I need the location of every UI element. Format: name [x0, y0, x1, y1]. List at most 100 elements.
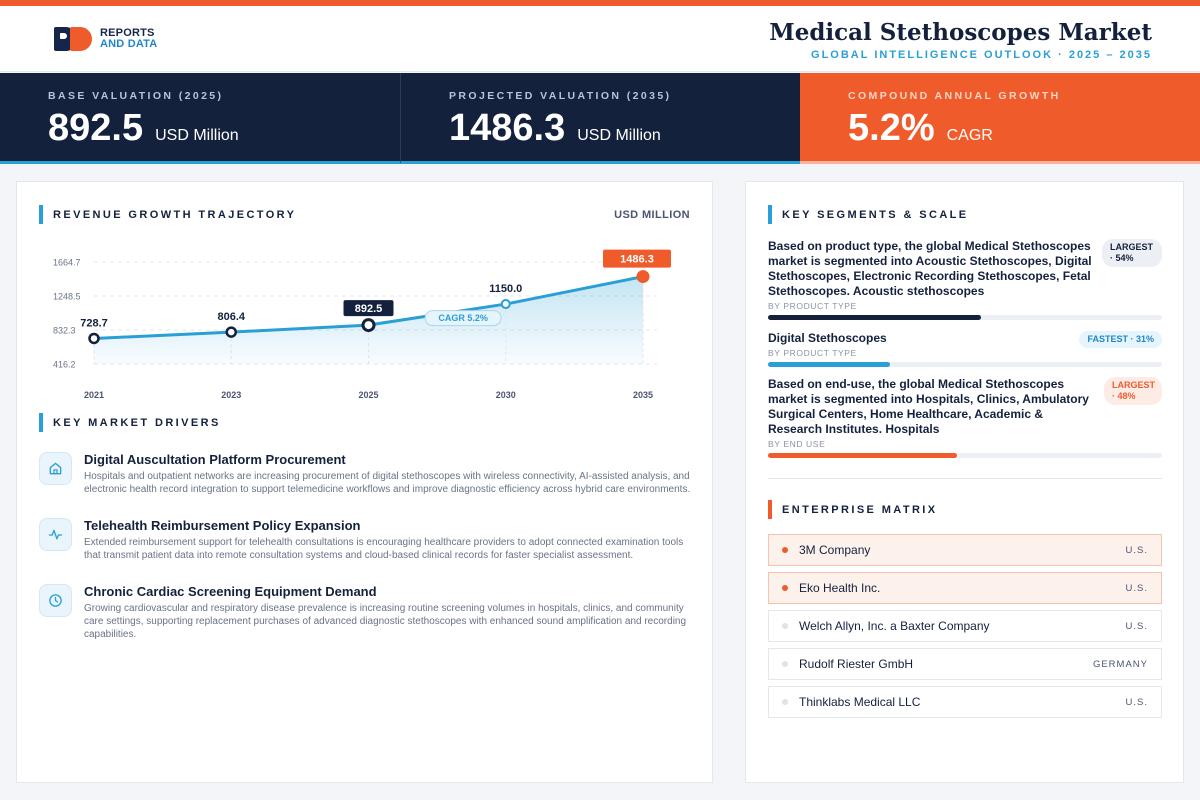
section-divider	[768, 478, 1162, 479]
x-tick-label: 2030	[496, 390, 516, 400]
kpi-unit: USD Million	[155, 127, 239, 144]
logo-line-1: REPORTS	[100, 27, 155, 39]
driver-description: Hospitals and outpatient networks are in…	[84, 471, 691, 495]
data-point[interactable]	[361, 318, 376, 333]
data-point[interactable]	[636, 270, 650, 284]
data-point[interactable]	[225, 326, 237, 338]
company-name: 3M Company	[799, 543, 871, 557]
chart-section-title: REVENUE GROWTH TRAJECTORY	[53, 208, 297, 221]
x-tick-label: 2035	[633, 390, 653, 400]
kpi-label: BASE VALUATION (2025)	[48, 90, 224, 102]
y-tick-label: 1664.7	[53, 258, 81, 268]
enterprise-row[interactable]: Welch Allyn, Inc. a Baxter Company U.S.	[768, 610, 1162, 642]
cagr-annotation: CAGR 5.2%	[438, 313, 488, 323]
segment-item: Based on end-use, the global Medical Ste…	[768, 377, 1162, 458]
company-name: Eko Health Inc.	[799, 581, 881, 595]
driver-description: Growing cardiovascular and respiratory d…	[84, 603, 687, 640]
logo-line-2: AND DATA	[100, 38, 158, 50]
drivers-section-title: KEY MARKET DRIVERS	[53, 416, 221, 429]
building-icon	[39, 452, 72, 485]
data-point[interactable]	[500, 299, 511, 310]
pulse-icon	[39, 518, 72, 551]
cagr-annotation-pill	[424, 310, 502, 327]
kpi-label: PROJECTED VALUATION (2035)	[449, 90, 672, 102]
chart-section-header: REVENUE GROWTH TRAJECTORY	[39, 205, 296, 224]
enterprise-row[interactable]: 3M Company U.S.	[768, 534, 1162, 566]
segment-category: BY END USE	[768, 439, 826, 449]
y-tick-label: 832.3	[53, 326, 76, 336]
clock-icon	[39, 584, 72, 617]
company-country: U.S.	[1125, 582, 1148, 594]
segment-category: BY PRODUCT TYPE	[768, 348, 857, 358]
kpi-value: 5.2%	[848, 107, 935, 149]
logo-text: REPORTS AND DATA	[100, 28, 157, 50]
logo-mark	[54, 27, 96, 51]
list-dot	[782, 661, 788, 667]
segment-category: BY PRODUCT TYPE	[768, 301, 857, 311]
company-name: Thinklabs Medical LLC	[799, 695, 921, 709]
segment-item: Digital Stethoscopes BY PRODUCT TYPE FAS…	[768, 331, 1162, 367]
enterprise-row[interactable]: Rudolf Riester GmbH GERMANY	[768, 648, 1162, 680]
driver-title: Telehealth Reimbursement Policy Expansio…	[84, 518, 361, 533]
enterprise-row[interactable]: Thinklabs Medical LLC U.S.	[768, 686, 1162, 718]
segment-share-bar	[768, 453, 958, 458]
kpi-value: 892.5	[48, 107, 144, 149]
company-country: GERMANY	[1092, 658, 1148, 670]
kpi-label: COMPOUND ANNUAL GROWTH	[848, 90, 1061, 102]
value-label: 1486.3	[620, 254, 654, 266]
segment-badge: LARGEST · 48%	[1104, 377, 1162, 405]
data-point[interactable]	[88, 332, 100, 345]
segments-section-header: KEY SEGMENTS & SCALE	[768, 205, 969, 224]
list-dot	[782, 699, 788, 705]
segment-share-track	[768, 453, 1162, 458]
segment-badge: FASTEST · 31%	[1079, 331, 1162, 348]
kpi-unit: USD Million	[577, 127, 661, 144]
driver-description: Extended reimbursement support for teleh…	[84, 537, 684, 561]
segment-share-track	[768, 362, 1162, 367]
revenue-chart: 416.2 832.3 1248.5 1664.7 CAGR 5.2% 728.7 80…	[53, 249, 671, 400]
drivers-section-header: KEY MARKET DRIVERS	[39, 413, 221, 432]
kpi-unit: CAGR	[946, 127, 993, 144]
company-name: Rudolf Riester GmbH	[799, 657, 914, 671]
value-label-box	[603, 249, 671, 268]
driver-title: Chronic Cardiac Screening Equipment Dema…	[84, 584, 377, 599]
brand-logo[interactable]: REPORTS AND DATA	[54, 27, 157, 51]
chart-unit-label: USD MILLION	[614, 209, 690, 221]
company-country: U.S.	[1125, 696, 1148, 708]
page-subtitle: GLOBAL INTELLIGENCE OUTLOOK · 2025 – 203…	[811, 49, 1152, 61]
driver-title: Digital Auscultation Platform Procuremen…	[84, 452, 346, 467]
page-header: REPORTS AND DATA Medical Stethoscopes Ma…	[0, 6, 1200, 72]
x-tick-label: 2025	[358, 390, 378, 400]
left-panel: REVENUE GROWTH TRAJECTORY USD MILLION 41…	[16, 181, 713, 783]
company-country: U.S.	[1125, 620, 1148, 632]
x-tick-label: 2021	[84, 390, 104, 400]
kpi-cagr: COMPOUND ANNUAL GROWTH 5.2% CAGR	[800, 73, 1200, 164]
enterprise-section-header: ENTERPRISE MATRIX	[768, 500, 938, 519]
value-label: 806.4	[217, 311, 245, 323]
value-label: 892.5	[355, 303, 383, 315]
enterprise-row[interactable]: Eko Health Inc. U.S.	[768, 572, 1162, 604]
y-tick-label: 416.2	[53, 360, 76, 370]
segment-share-bar	[768, 362, 891, 367]
segment-item: Based on product type, the global Medica…	[768, 239, 1162, 320]
list-dot	[782, 623, 788, 629]
kpi-value: 1486.3	[449, 107, 566, 149]
kpi-row: BASE VALUATION (2025) 892.5 USD Million …	[0, 73, 1200, 164]
segment-text: Based on product type, the global Medica…	[768, 239, 1092, 298]
segment-share-track	[768, 315, 1162, 320]
y-tick-label: 1248.5	[53, 292, 81, 302]
x-tick-label: 2023	[221, 390, 241, 400]
segment-text: Based on end-use, the global Medical Ste…	[768, 377, 1089, 436]
company-country: U.S.	[1125, 544, 1148, 556]
highlight-dot	[782, 585, 788, 591]
value-label: 1150.0	[489, 283, 522, 295]
right-panel: KEY SEGMENTS & SCALE Based on product ty…	[745, 181, 1184, 783]
segment-badge: LARGEST · 54%	[1102, 239, 1162, 267]
kpi-projected-valuation: PROJECTED VALUATION (2035) 1486.3 USD Mi…	[400, 73, 800, 164]
page-title: Medical Stethoscopes Market	[769, 19, 1152, 46]
company-name: Welch Allyn, Inc. a Baxter Company	[799, 619, 990, 633]
value-label-box	[343, 300, 394, 317]
segments-section-title: KEY SEGMENTS & SCALE	[782, 208, 969, 221]
value-label: 728.7	[80, 317, 108, 329]
segment-share-bar	[768, 315, 981, 320]
